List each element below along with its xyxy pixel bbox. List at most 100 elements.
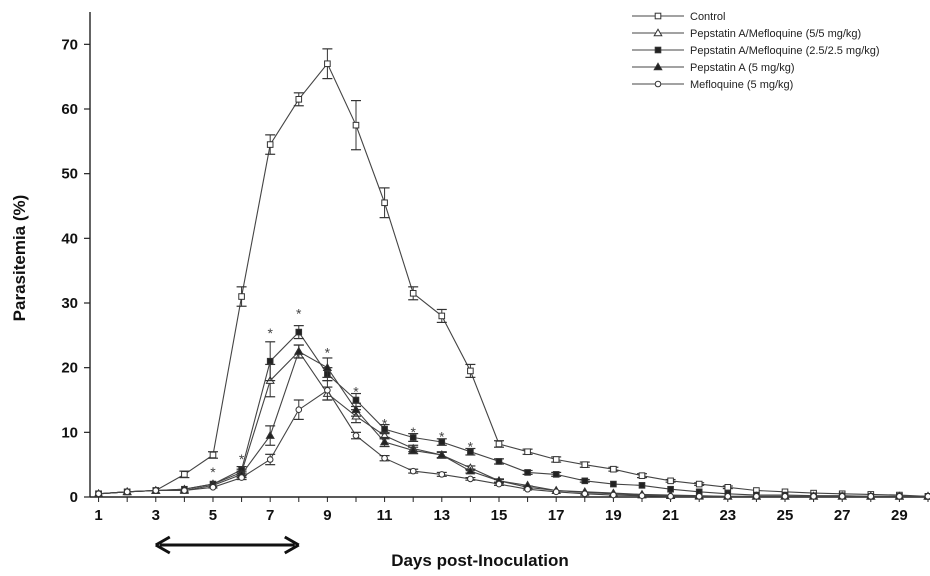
data-point-marker bbox=[322, 362, 333, 371]
data-point-marker bbox=[667, 477, 674, 485]
data-point-marker bbox=[810, 493, 817, 500]
x-axis-title: Days post-Inoculation bbox=[391, 551, 569, 570]
x-tick-label: 25 bbox=[777, 507, 794, 524]
x-tick-label: 9 bbox=[323, 507, 331, 524]
y-axis-title: Parasitemia (%) bbox=[10, 195, 29, 322]
x-tick-label: 17 bbox=[548, 507, 565, 524]
data-point-marker bbox=[181, 487, 188, 494]
data-point-marker bbox=[896, 493, 903, 500]
data-point-marker bbox=[352, 121, 360, 129]
data-point-marker bbox=[295, 328, 303, 336]
x-tick-label: 1 bbox=[94, 507, 102, 524]
significance-star: * bbox=[296, 306, 302, 322]
y-tick-label: 0 bbox=[70, 489, 78, 506]
data-point-marker bbox=[581, 477, 589, 485]
x-tick-label: 23 bbox=[719, 507, 736, 524]
series-line bbox=[98, 350, 928, 497]
data-point-marker bbox=[495, 480, 503, 488]
series-line bbox=[98, 350, 928, 497]
data-point-marker bbox=[552, 456, 560, 463]
significance-star: * bbox=[325, 345, 331, 361]
legend-label: Pepstatin A (5 mg/kg) bbox=[690, 62, 795, 74]
legend-label: Control bbox=[690, 11, 725, 23]
treatment-arrow-left-head bbox=[155, 535, 171, 555]
data-point-marker bbox=[438, 471, 446, 478]
x-tick-label: 7 bbox=[266, 507, 274, 524]
data-point-marker bbox=[638, 492, 646, 500]
x-tick-label: 27 bbox=[834, 507, 851, 524]
data-point-marker bbox=[238, 474, 245, 481]
x-tick-label: 5 bbox=[209, 507, 217, 524]
data-point-marker bbox=[324, 387, 331, 394]
data-point-marker bbox=[838, 493, 846, 500]
x-tick-label: 15 bbox=[491, 507, 508, 524]
data-point-marker bbox=[653, 62, 663, 71]
data-point-marker bbox=[209, 451, 217, 459]
data-point-marker bbox=[123, 488, 131, 496]
series-2 bbox=[93, 344, 930, 500]
data-point-marker bbox=[638, 472, 646, 479]
data-point-marker bbox=[654, 80, 662, 88]
data-point-marker bbox=[524, 448, 531, 456]
x-tick-label: 3 bbox=[152, 507, 160, 524]
data-point-marker bbox=[581, 461, 589, 468]
x-tick-label: 11 bbox=[377, 507, 393, 524]
data-point-marker bbox=[924, 493, 930, 500]
y-tick-label: 60 bbox=[61, 101, 78, 118]
data-point-marker bbox=[724, 484, 732, 491]
data-point-marker bbox=[294, 346, 304, 355]
data-point-marker bbox=[654, 12, 662, 20]
data-point-marker bbox=[654, 46, 662, 54]
y-tick-label: 10 bbox=[61, 424, 78, 441]
x-tick-label: 19 bbox=[605, 507, 622, 524]
data-point-marker bbox=[667, 493, 674, 500]
legend: Control Pepstatin A/Mefloquine (5/5 mg/kg… bbox=[632, 11, 880, 91]
series-5 bbox=[95, 380, 930, 500]
legend-label: Pepstatin A/Mefloquine (5/5 mg/kg) bbox=[690, 28, 861, 40]
data-point-marker bbox=[753, 493, 760, 500]
significance-star: * bbox=[410, 424, 416, 440]
data-point-marker bbox=[495, 458, 503, 465]
x-tick-label: 21 bbox=[662, 507, 679, 524]
treatment-arrow-right-head bbox=[284, 535, 300, 555]
data-point-marker bbox=[438, 312, 446, 320]
significance-star: * bbox=[439, 429, 445, 445]
significance-star: * bbox=[239, 451, 245, 467]
data-point-marker bbox=[266, 456, 274, 463]
data-point-marker bbox=[524, 485, 531, 493]
x-tick-label: 29 bbox=[891, 507, 908, 524]
data-point-marker bbox=[181, 471, 188, 478]
data-point-marker bbox=[266, 141, 274, 148]
x-tick-label: 13 bbox=[433, 507, 450, 524]
data-point-marker bbox=[209, 484, 217, 491]
data-point-marker bbox=[381, 454, 388, 462]
data-point-marker bbox=[238, 293, 245, 300]
data-point-marker bbox=[781, 493, 789, 500]
data-point-marker bbox=[695, 493, 703, 500]
data-point-marker bbox=[351, 404, 361, 413]
data-point-marker bbox=[152, 487, 160, 494]
data-point-marker bbox=[552, 471, 560, 478]
data-point-marker bbox=[265, 430, 275, 439]
significance-star: * bbox=[468, 438, 474, 454]
y-tick-label: 20 bbox=[61, 360, 78, 377]
data-point-marker bbox=[552, 488, 560, 496]
series-group bbox=[93, 48, 930, 500]
y-tick-label: 70 bbox=[61, 36, 78, 53]
data-point-marker bbox=[95, 490, 102, 498]
data-point-marker bbox=[610, 491, 617, 499]
data-point-marker bbox=[438, 438, 446, 446]
series-line bbox=[98, 62, 929, 497]
series-4 bbox=[93, 344, 930, 500]
data-point-marker bbox=[437, 450, 447, 459]
data-point-marker bbox=[381, 425, 388, 433]
data-point-marker bbox=[409, 434, 417, 441]
data-point-marker bbox=[495, 440, 503, 448]
data-point-marker bbox=[610, 480, 617, 488]
data-point-marker bbox=[408, 445, 418, 454]
data-point-marker bbox=[352, 432, 360, 439]
data-point-marker bbox=[638, 482, 646, 489]
significance-star: * bbox=[382, 416, 388, 432]
